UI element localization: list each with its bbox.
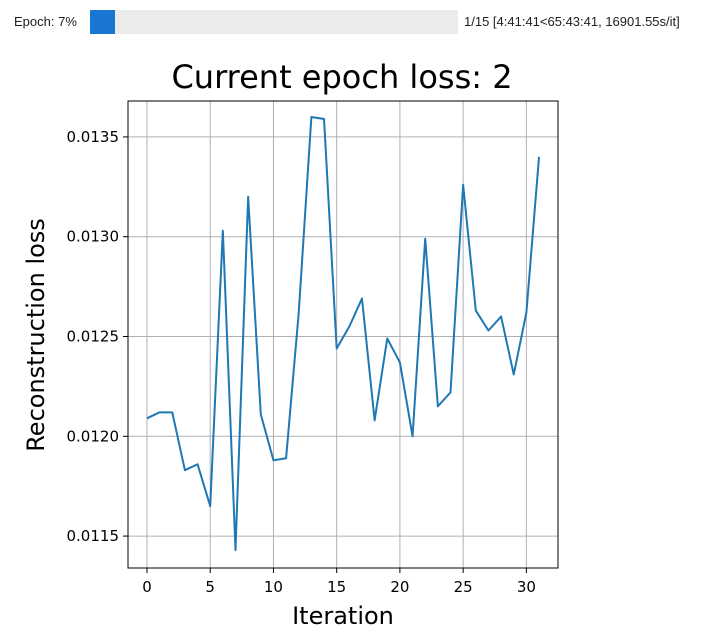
y-axis-label: Reconstruction loss xyxy=(22,218,50,452)
progress-bar-row: Epoch: 7% 1/15 [4:41:41<65:43:41, 16901.… xyxy=(0,8,724,36)
y-tick-label: 0.0125 xyxy=(67,327,120,345)
x-tick-label: 5 xyxy=(205,578,215,596)
chart-title: Current epoch loss: 2 xyxy=(171,58,512,96)
y-tick-label: 0.0135 xyxy=(67,128,120,146)
x-tick-label: 10 xyxy=(264,578,283,596)
grid xyxy=(128,101,558,568)
y-tick-label: 0.0130 xyxy=(67,228,120,246)
plot-frame xyxy=(127,100,559,569)
progress-fill xyxy=(90,10,115,34)
x-tick-label: 0 xyxy=(142,578,152,596)
x-tick-label: 25 xyxy=(454,578,473,596)
x-tick-label: 15 xyxy=(327,578,346,596)
y-tick-label: 0.0120 xyxy=(67,427,120,445)
loss-series-line xyxy=(146,115,541,552)
progress-track xyxy=(90,10,458,34)
ticks: 0 5 10 15 20 25 30 0.0115 0.0120 0.0125 0.0130 0.01… xyxy=(67,128,536,596)
x-tick-label: 20 xyxy=(390,578,409,596)
progress-status: 1/15 [4:41:41<65:43:41, 16901.55s/it] xyxy=(464,14,680,29)
progress-label: Epoch: 7% xyxy=(14,14,77,29)
y-tick-label: 0.0115 xyxy=(67,527,120,545)
x-axis-label: Iteration xyxy=(292,602,394,630)
series-layer xyxy=(146,115,541,552)
x-tick-label: 30 xyxy=(517,578,536,596)
